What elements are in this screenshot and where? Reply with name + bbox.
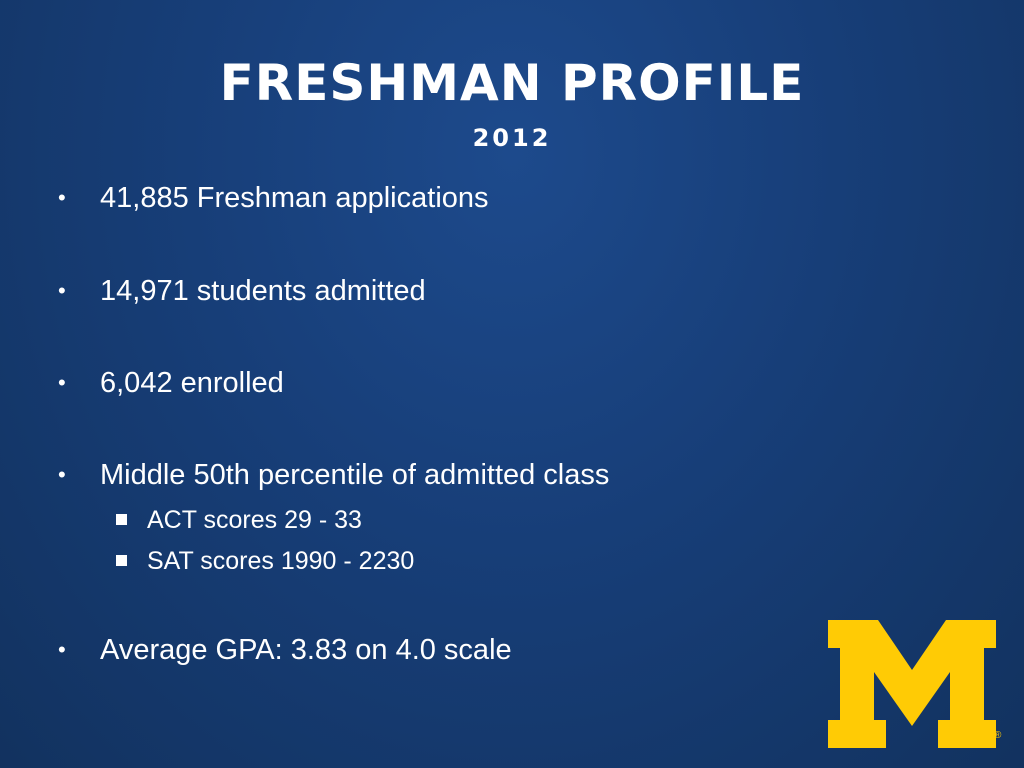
bullet-item: • 6,042 enrolled [58,363,284,403]
bullet-dot: • [58,278,66,303]
bullet-dot: • [58,185,66,210]
bullet-item: • Middle 50th percentile of admitted clas… [58,455,609,495]
bullet-dot: • [58,370,66,395]
slide-title: FRESHMAN PROFILE [219,54,805,112]
bullet-item: • Average GPA: 3.83 on 4.0 scale [58,630,512,670]
bullet-dot: • [58,462,66,487]
bullet-text: 14,971 students admitted [100,275,426,307]
sub-bullet-item: ACT scores 29 - 33 [116,503,362,537]
bullet-dot: • [58,637,66,662]
slide-subtitle: 2012 [472,124,552,152]
bullet-text: 41,885 Freshman applications [100,182,489,214]
bullet-text: Middle 50th percentile of admitted class [100,459,610,491]
registered-mark: ® [994,730,1002,741]
sub-bullet-item: SAT scores 1990 - 2230 [116,544,414,578]
square-bullet-icon [116,555,127,566]
bullet-text: 6,042 enrolled [100,367,284,399]
bullet-item: • 41,885 Freshman applications [58,178,489,218]
square-bullet-icon [116,514,127,525]
block-m-logo [828,620,996,748]
bullet-text: Average GPA: 3.83 on 4.0 scale [100,634,512,666]
sub-bullet-text: SAT scores 1990 - 2230 [147,547,415,575]
bullet-item: • 14,971 students admitted [58,271,426,311]
sub-bullet-text: ACT scores 29 - 33 [147,506,362,534]
block-m-shape [828,620,996,748]
